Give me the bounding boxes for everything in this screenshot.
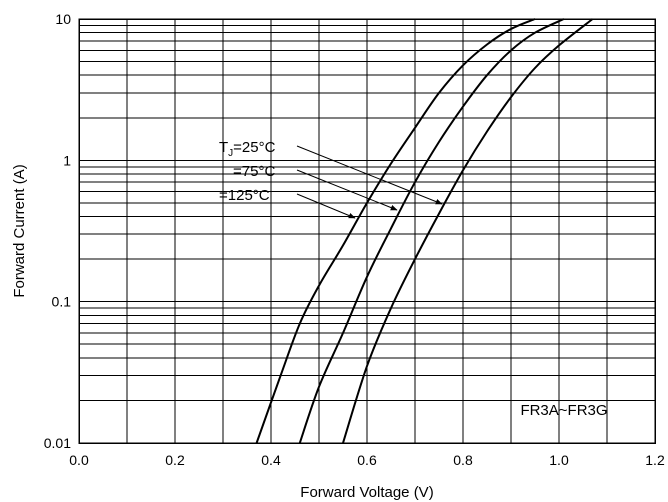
x-tick-label: 0.0: [69, 452, 89, 468]
x-tick-label: 0.2: [165, 452, 185, 468]
annotations-layer: TJ=25°C =75°C =125°C FR3A~FR3G: [219, 139, 608, 419]
curves-layer: [255, 18, 594, 444]
plot-frame: [78, 18, 656, 444]
leader-line-25c: [296, 145, 443, 205]
tick-labels: 0.0 0.2 0.4 0.6 0.8 1.0 1.2 0.01 0.1 1 10: [44, 11, 665, 468]
y-tick-label: 0.1: [52, 294, 72, 310]
part-number-label: FR3A~FR3G: [520, 402, 607, 419]
y-tick-label: 10: [55, 11, 71, 27]
label-tj-25c: TJ=25°C: [219, 139, 276, 159]
curve-125c: [342, 18, 594, 444]
label-75c: =75°C: [233, 163, 275, 180]
grid-lines: [79, 19, 655, 443]
x-axis-label: Forward Voltage (V): [300, 484, 433, 501]
label-125c: =125°C: [219, 187, 270, 204]
leader-line-125c: [296, 193, 356, 219]
leader-line-75c: [296, 169, 398, 211]
y-tick-label: 0.01: [44, 435, 71, 451]
curve-75c: [298, 18, 565, 444]
x-tick-label: 0.4: [261, 452, 281, 468]
x-tick-label: 0.8: [453, 452, 473, 468]
x-tick-label: 1.2: [645, 452, 665, 468]
y-tick-label: 1: [63, 152, 71, 168]
curve-25c: [255, 18, 536, 444]
x-tick-label: 1.0: [549, 452, 569, 468]
y-axis-label: Forward Current (A): [11, 164, 28, 297]
x-tick-label: 0.6: [357, 452, 377, 468]
